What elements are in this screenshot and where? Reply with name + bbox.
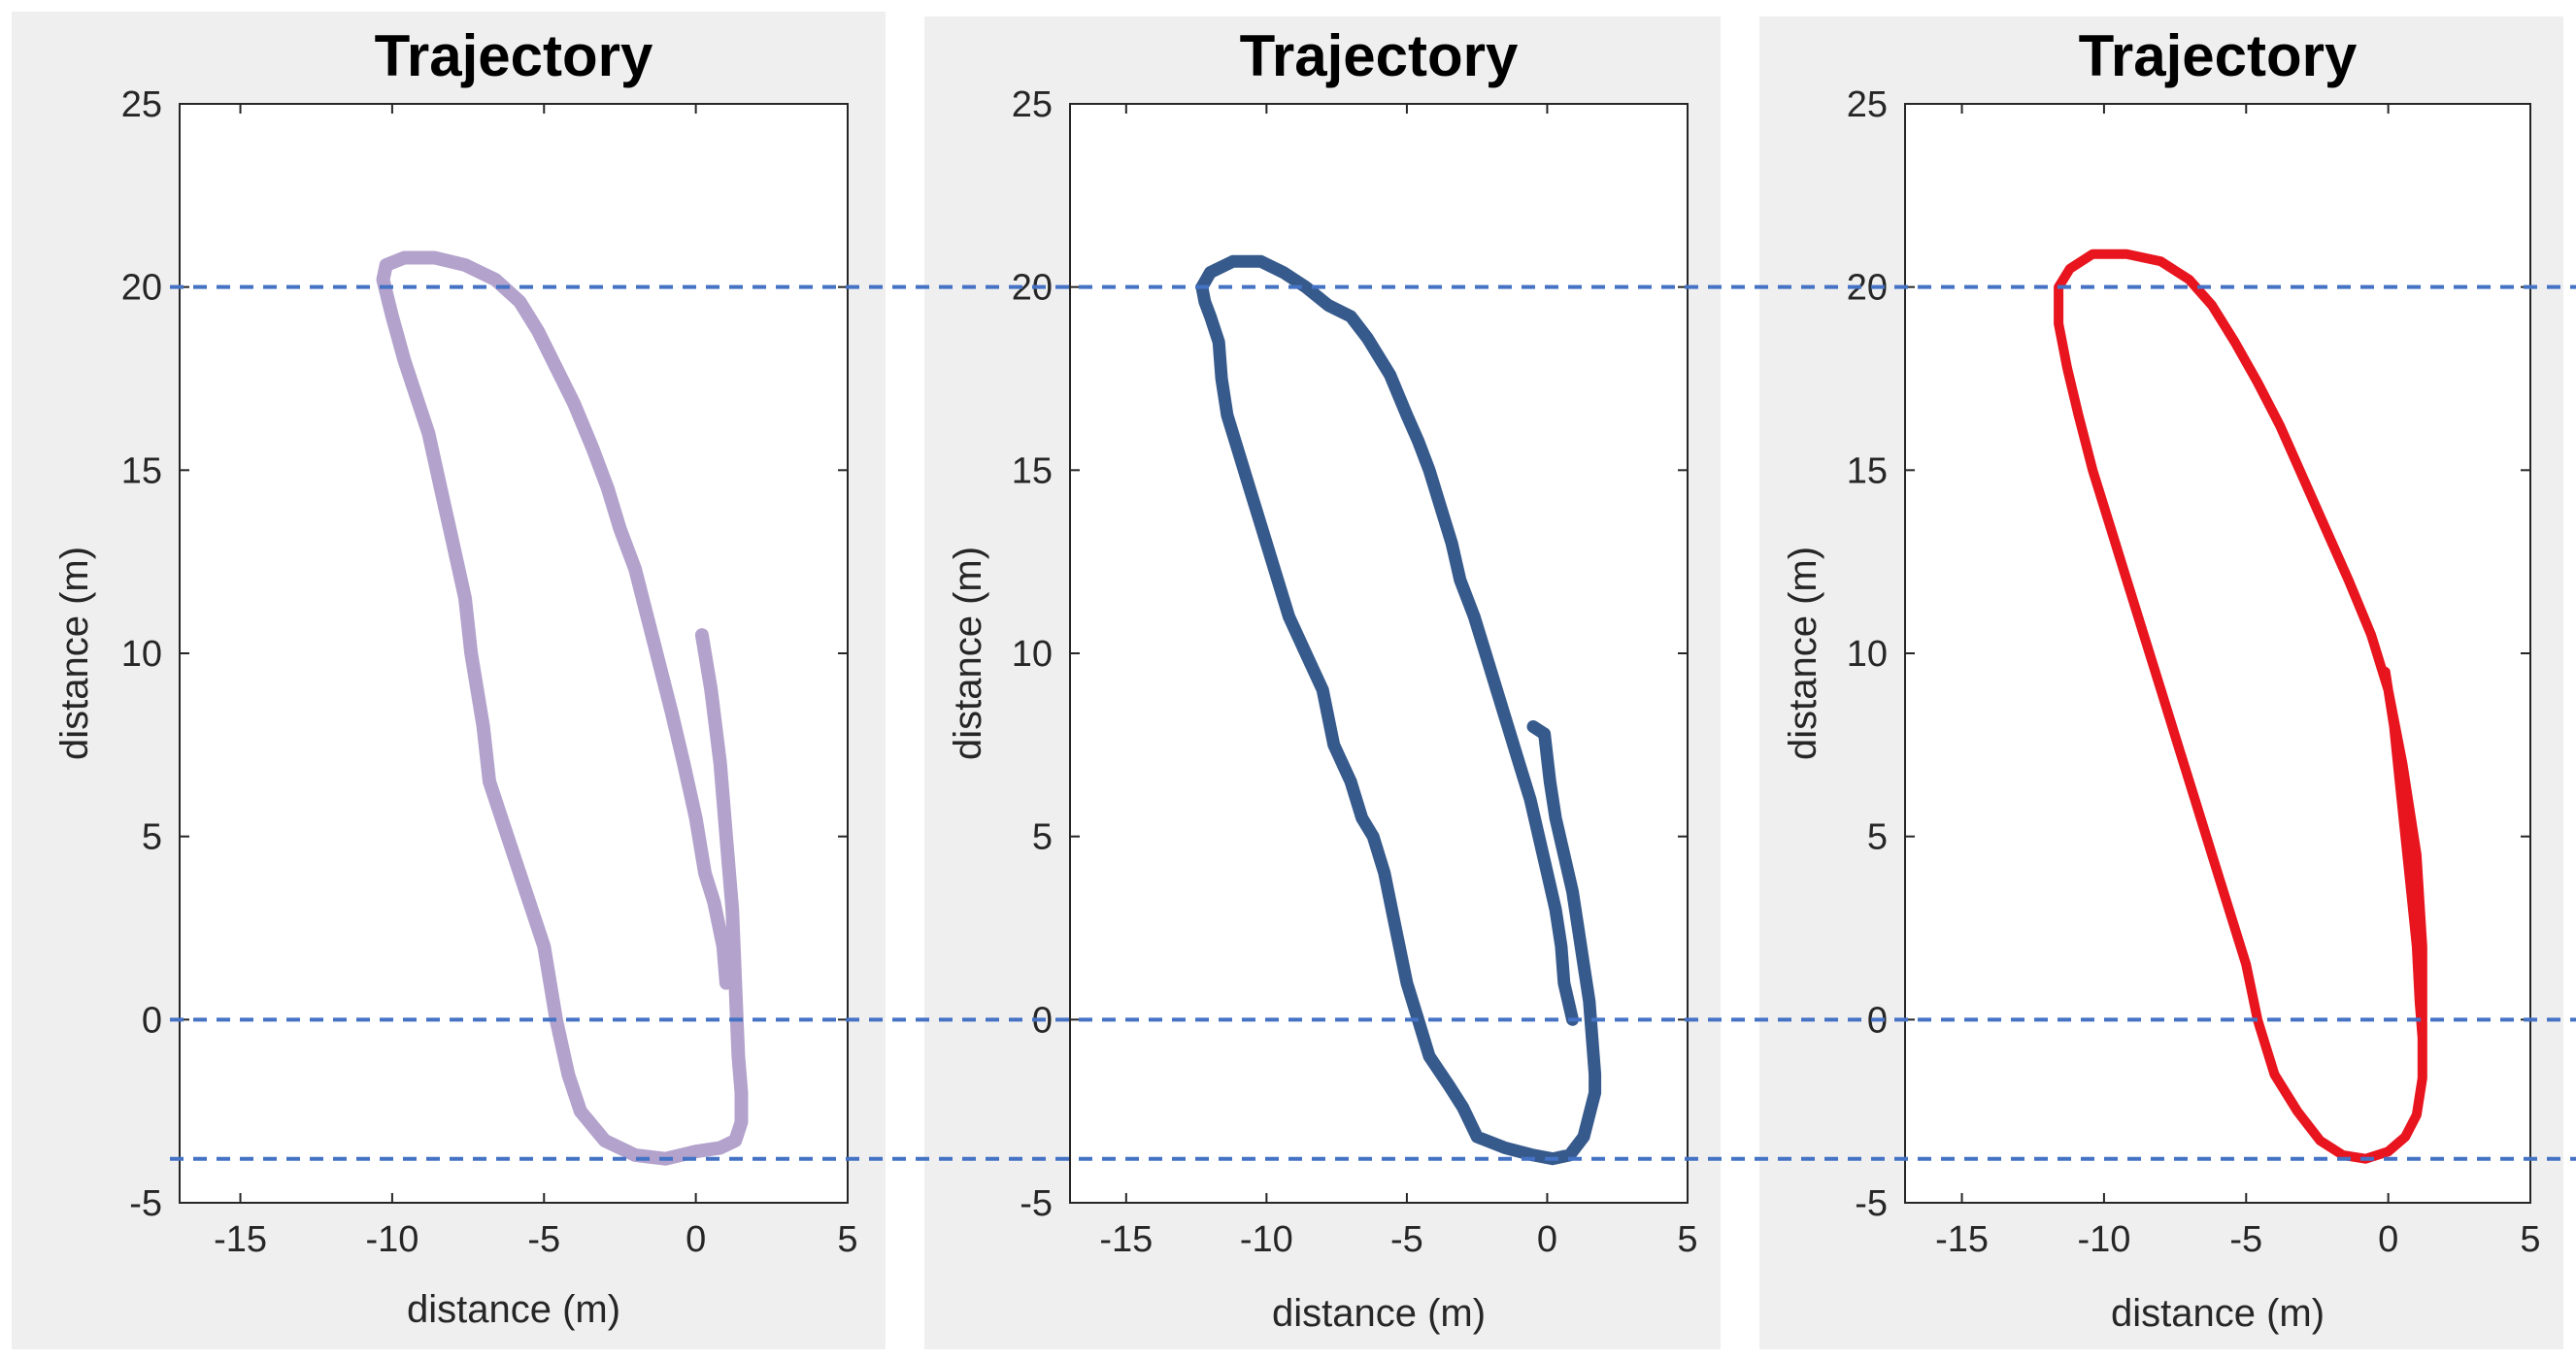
y-tick-label: -5 <box>1020 1183 1053 1224</box>
x-tick-label: -5 <box>2229 1219 2262 1260</box>
y-tick-label: 10 <box>1012 634 1053 675</box>
y-tick-label: 15 <box>1012 450 1053 491</box>
x-tick-label: -5 <box>527 1219 560 1260</box>
axis-ticks: -15 -10 -5 0 5 25 20 15 10 5 0 -5 <box>121 84 858 1260</box>
y-tick-label: 10 <box>1847 634 1888 675</box>
plot-area <box>179 103 849 1204</box>
y-tick-label: 25 <box>1012 84 1053 125</box>
y-tick-label: -5 <box>1855 1183 1888 1224</box>
x-tick-label: -10 <box>2077 1219 2130 1260</box>
y-tick-label: 5 <box>142 817 162 858</box>
x-tick-label: -15 <box>1099 1219 1153 1260</box>
trajectory-panel-left: Trajectory -15 -10 -5 0 5 25 20 15 10 5 0 -5 distan… <box>12 12 886 1349</box>
y-tick-label: -5 <box>129 1183 162 1224</box>
chart-title: Trajectory <box>2079 23 2358 88</box>
x-tick-label: 0 <box>2378 1219 2398 1260</box>
trajectory-layer <box>1195 254 1602 1166</box>
trajectory-layer <box>376 250 749 1166</box>
y-tick-label: 0 <box>142 1000 162 1041</box>
trajectory-line <box>376 250 749 1166</box>
y-tick-label: 5 <box>1867 817 1888 858</box>
y-tick-label: 15 <box>121 450 162 491</box>
x-axis-label: distance (m) <box>2111 1292 2325 1335</box>
x-tick-label: 0 <box>1537 1219 1557 1260</box>
y-tick-label: 20 <box>121 268 162 309</box>
y-axis-label: distance (m) <box>1782 547 1824 760</box>
x-tick-label: 5 <box>1677 1219 1697 1260</box>
reference-lines <box>170 284 2576 1161</box>
x-tick-label: -15 <box>214 1219 267 1260</box>
x-axis-label: distance (m) <box>407 1288 620 1331</box>
y-tick-label: 15 <box>1847 450 1888 491</box>
y-axis-label: distance (m) <box>947 547 989 760</box>
trajectory-layer <box>2054 249 2427 1164</box>
x-tick-label: 5 <box>837 1219 857 1260</box>
trajectory-line <box>1195 254 1602 1166</box>
plot-area <box>1904 103 2531 1204</box>
y-tick-label: 25 <box>1847 84 1888 125</box>
y-axis-label: distance (m) <box>53 547 96 760</box>
chart-title: Trajectory <box>1240 23 1519 88</box>
y-tick-label: 5 <box>1032 817 1053 858</box>
y-tick-label: 25 <box>121 84 162 125</box>
x-tick-label: -15 <box>1935 1219 1989 1260</box>
x-axis-label: distance (m) <box>1272 1292 1486 1335</box>
x-tick-label: 5 <box>2520 1219 2540 1260</box>
x-tick-label: -10 <box>365 1219 418 1260</box>
x-tick-label: -10 <box>1240 1219 1293 1260</box>
x-tick-label: 0 <box>686 1219 706 1260</box>
trajectory-line <box>2054 249 2427 1164</box>
y-tick-label: 10 <box>121 634 162 675</box>
chart-title: Trajectory <box>375 23 653 88</box>
x-tick-label: -5 <box>1390 1219 1423 1260</box>
